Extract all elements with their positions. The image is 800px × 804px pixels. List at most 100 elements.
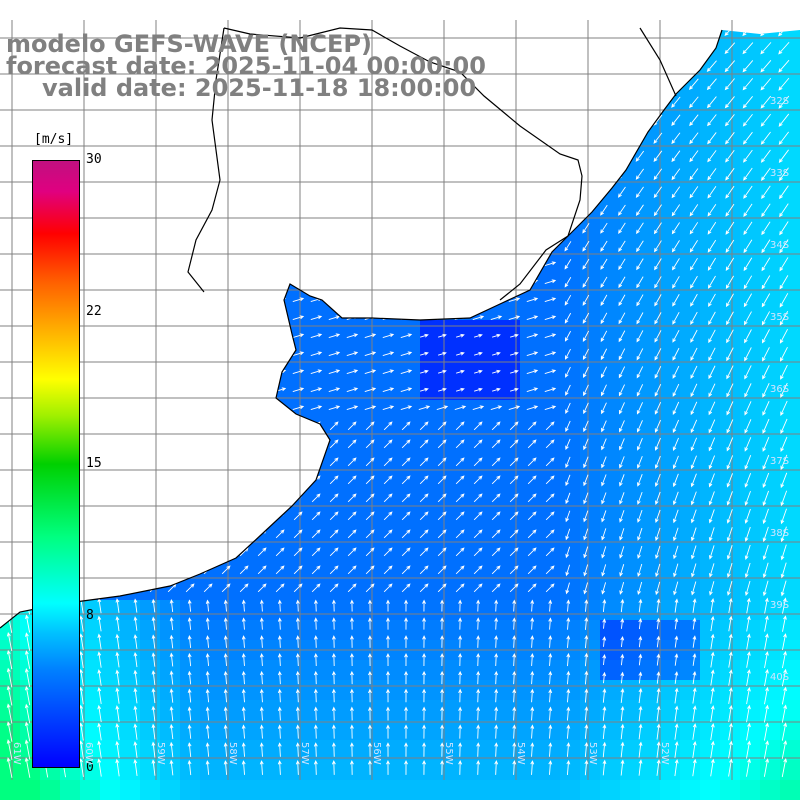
wind-arrow: [238, 261, 251, 267]
wind-arrow: [454, 279, 467, 285]
wind-arrow: [331, 617, 336, 630]
wind-arrow: [167, 511, 177, 521]
wind-arrow: [455, 439, 465, 449]
wind-speed-cell: [220, 160, 240, 180]
wind-arrow: [725, 257, 735, 271]
wind-arrow: [527, 439, 537, 449]
wind-speed-cell: [580, 480, 600, 500]
wind-speed-cell: [160, 300, 180, 320]
wind-arrow: [746, 669, 751, 686]
wind-arrow: [5, 583, 15, 593]
wind-arrow: [220, 153, 233, 159]
wind-arrow: [761, 239, 771, 254]
wind-speed-cell: [500, 660, 520, 680]
wind-speed-cell: [480, 580, 500, 600]
wind-arrow: [151, 598, 156, 613]
wind-speed-cell: [740, 300, 760, 320]
wind-arrow: [347, 511, 357, 521]
wind-speed-cell: [520, 220, 540, 240]
wind-arrow: [203, 439, 213, 449]
wind-arrow: [491, 511, 501, 521]
wind-arrow: [310, 405, 323, 411]
wind-arrow: [167, 439, 177, 449]
wind-arrow: [130, 405, 143, 411]
wind-arrow: [601, 564, 607, 577]
wind-arrow: [311, 565, 321, 575]
wind-speed-cell: [620, 200, 640, 220]
wind-arrow: [742, 131, 753, 145]
wind-speed-cell: [760, 400, 780, 420]
wind-arrow: [744, 437, 752, 452]
wind-arrow: [618, 294, 626, 307]
wind-speed-cell: [680, 160, 700, 180]
wind-arrow: [365, 547, 375, 557]
wind-speed-cell: [420, 760, 440, 780]
wind-arrow: [744, 526, 751, 542]
wind-arrow: [619, 474, 625, 487]
wind-speed-cell: [740, 240, 760, 260]
wind-arrow: [437, 421, 447, 431]
wind-arrow: [313, 599, 318, 612]
wind-arrow: [656, 741, 661, 758]
wind-arrow: [584, 670, 589, 685]
wind-arrow: [707, 221, 717, 235]
wind-speed-cell: [720, 140, 740, 160]
wind-arrow: [512, 599, 517, 612]
wind-speed-cell: [640, 80, 660, 100]
wind-speed-cell: [0, 560, 20, 580]
wind-arrow: [97, 740, 102, 759]
wind-arrow: [565, 546, 571, 559]
wind-speed-cell: [140, 780, 160, 800]
wind-arrow: [437, 565, 447, 575]
wind-speed-cell: [780, 700, 800, 720]
wind-arrow: [203, 493, 213, 503]
wind-arrow: [602, 741, 607, 758]
wind-arrow: [115, 651, 120, 668]
wind-arrow: [400, 153, 413, 159]
wind-speed-cell: [420, 380, 440, 400]
wind-arrow: [726, 437, 734, 452]
wind-speed-cell: [140, 320, 160, 340]
wind-arrow: [760, 77, 772, 91]
wind-speed-cell: [460, 680, 480, 700]
wind-arrow: [690, 401, 698, 416]
wind-speed-cell: [760, 220, 780, 240]
wind-speed-cell: [180, 360, 200, 380]
wind-arrow: [259, 706, 264, 721]
wind-arrow: [707, 150, 717, 163]
wind-arrow: [762, 383, 770, 398]
wind-speed-cell: [760, 40, 780, 60]
wind-arrow: [508, 297, 521, 303]
wind-speed-cell: [500, 40, 520, 60]
wind-arrow: [440, 760, 445, 775]
wind-arrow: [347, 457, 357, 467]
wind-arrow: [184, 279, 197, 285]
wind-arrow: [257, 475, 267, 485]
wind-arrow: [563, 61, 572, 71]
wind-speed-cell: [220, 180, 240, 200]
wind-speed-cell: [620, 120, 640, 140]
wind-arrow: [526, 225, 539, 231]
wind-arrow: [368, 652, 372, 666]
wind-speed-cell: [200, 120, 220, 140]
wind-speed-cell: [560, 560, 580, 580]
wind-speed-cell: [640, 780, 660, 800]
wind-arrow: [565, 528, 571, 541]
wind-speed-cell: [780, 40, 800, 60]
wind-speed-cell: [320, 320, 340, 340]
wind-arrow: [725, 132, 735, 145]
wind-speed-cell: [280, 200, 300, 220]
wind-speed-cell: [780, 80, 800, 100]
wind-arrow: [187, 742, 192, 757]
wind-arrow: [292, 153, 305, 159]
wind-arrow: [620, 759, 625, 776]
wind-arrow: [202, 405, 215, 411]
wind-arrow: [526, 315, 539, 321]
wind-arrow: [654, 491, 661, 506]
wind-arrow: [672, 401, 680, 415]
wind-speed-cell: [360, 240, 380, 260]
wind-arrow: [329, 439, 339, 449]
wind-arrow: [386, 706, 390, 721]
wind-arrow: [383, 547, 393, 557]
wind-speed-cell: [560, 400, 580, 420]
